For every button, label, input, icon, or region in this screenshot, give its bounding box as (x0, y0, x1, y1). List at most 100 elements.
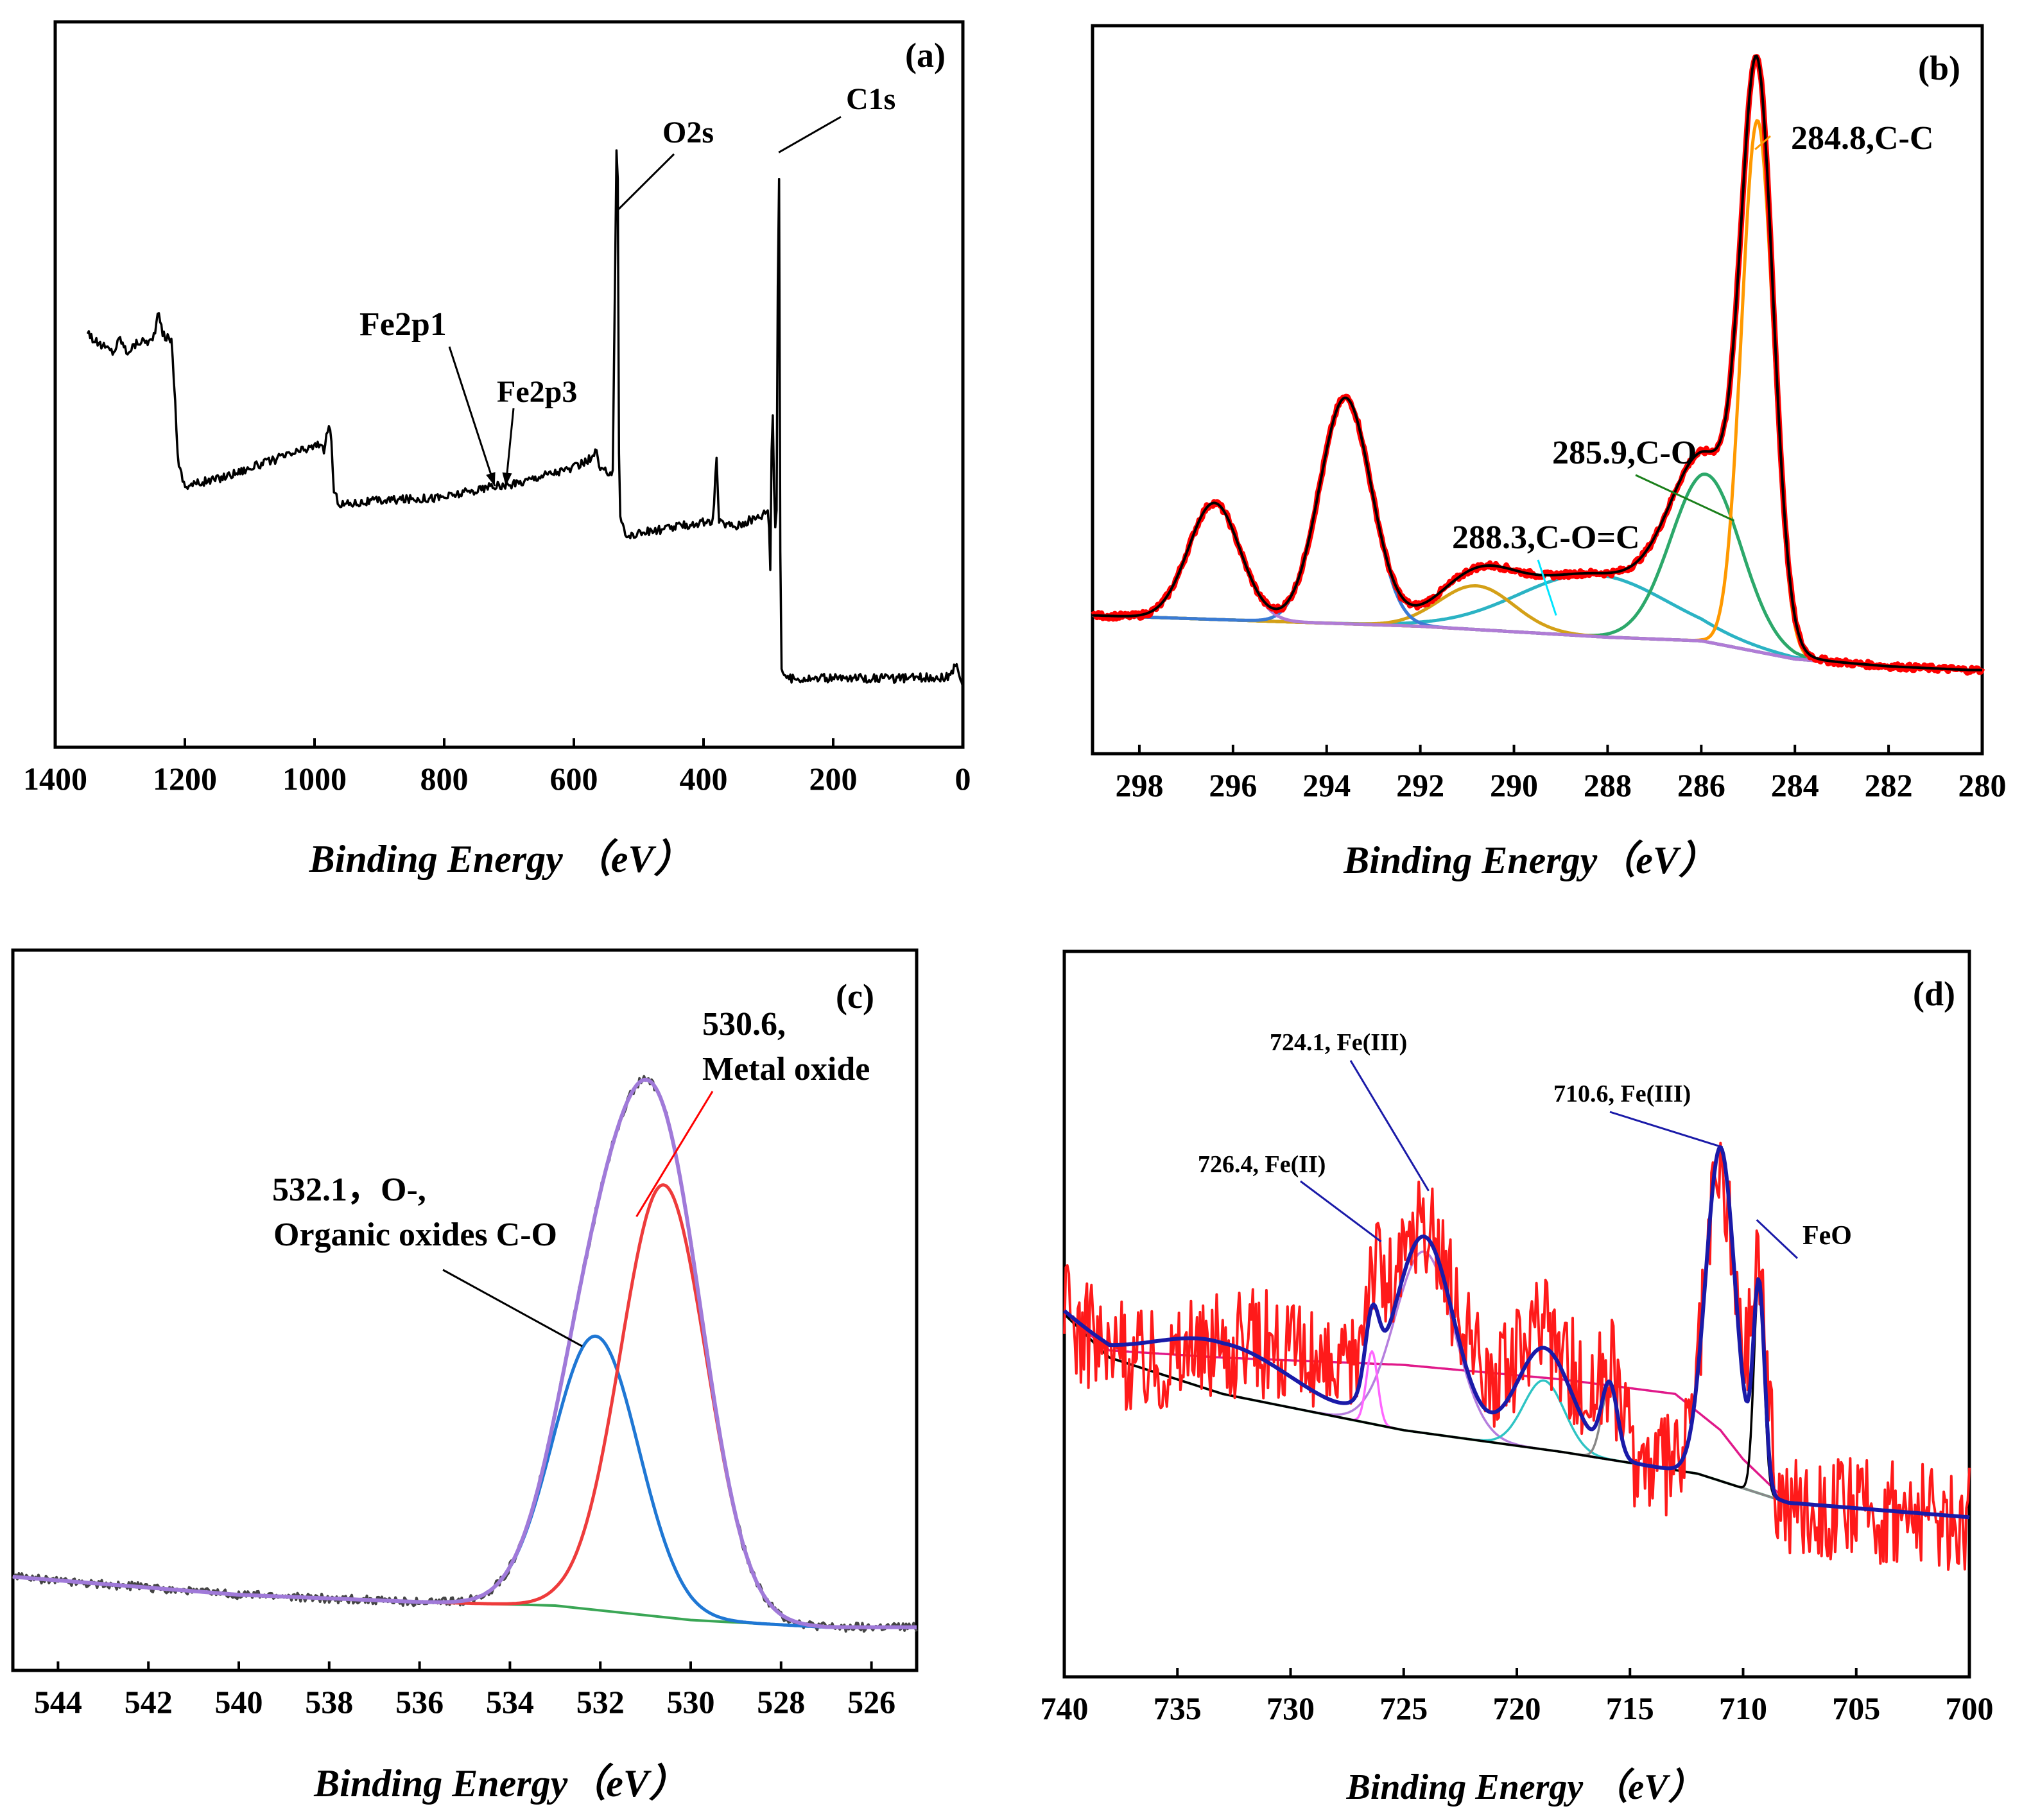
panel-a-frame (53, 20, 965, 749)
panel-b-tick-label: 280 (1958, 767, 2007, 803)
panel-a-tick-label: 400 (680, 761, 728, 797)
panel-a-tick-label: 0 (955, 761, 971, 797)
panel-d-tick-label: 725 (1379, 1690, 1428, 1726)
annotation-feo: FeO (1802, 1221, 1852, 1251)
panel-c-tick-label: 526 (847, 1684, 895, 1720)
panel-a-leader-line (778, 116, 842, 153)
annotation-metal-oxide-label: Metal oxide (702, 1051, 870, 1088)
panel-b-tick-label: 292 (1396, 767, 1444, 803)
panel-b-tick-label: 294 (1302, 767, 1351, 803)
panel-b-tick-label: 282 (1865, 767, 1913, 803)
panel-b-leaders (1537, 135, 1771, 616)
annotation-organic-oxide-value: 532.1，O-, (272, 1172, 426, 1208)
panel-b-tick-label: 284 (1771, 767, 1819, 803)
panel-d-leader-line (1756, 1219, 1799, 1260)
panel-d-tick-label: 720 (1493, 1690, 1541, 1726)
panel-c-tick-label: 530 (667, 1684, 715, 1720)
annotation-fe2p3: Fe2p3 (497, 375, 577, 409)
panel-b-series-fit-2 (1092, 472, 1983, 672)
panel-d-series-envelope-8 (1063, 1145, 1970, 1520)
panel-b-series-envelope-8 (1092, 55, 1982, 672)
panel-a-leaders (448, 116, 842, 487)
panel-b-leader-line (1537, 559, 1557, 616)
panel-b-xlabel: Binding Energy（eV） (1343, 839, 1717, 881)
panel-a-arrowhead (502, 472, 512, 487)
panel-a-arrowhead (486, 472, 496, 487)
panel-d-label: (d) (1913, 975, 1955, 1013)
panel-a-tick-label: 1400 (23, 761, 87, 797)
panel-c-series-data-1 (12, 1075, 918, 1633)
panel-c-frame (11, 948, 919, 1672)
panel-c-tick-label: 536 (395, 1684, 444, 1720)
panel-b-tick-label: 286 (1677, 767, 1725, 803)
panel-d-leaders (1300, 1060, 1799, 1260)
panel-d-series-data-7 (1063, 1141, 1971, 1571)
annotation-c1s: C1s (846, 82, 895, 116)
panel-d-tick-label: 740 (1041, 1690, 1089, 1726)
panel-d-xlabel: Binding Energy （eV） (1346, 1767, 1704, 1807)
panel-a-tick-label: 200 (809, 761, 858, 797)
annotation-c-o-c: 288.3,C-O=C (1452, 519, 1640, 556)
panel-c-leaders (442, 1091, 714, 1348)
panel-a-series-line-0 (86, 149, 964, 688)
panel-d-curves (1063, 1141, 1971, 1571)
panel-b-tick-label: 290 (1490, 767, 1538, 803)
panel-b-tick-label: 296 (1209, 767, 1257, 803)
panel-a-xlabel: Binding Energy （eV） (309, 838, 693, 880)
panel-d-leader-line (1609, 1111, 1724, 1148)
panel-d-tick-label: 735 (1154, 1690, 1202, 1726)
panel-b-curves (1091, 54, 1985, 676)
panel-c-series-fit-2 (12, 1334, 917, 1629)
annotation-fe2p1: Fe2p1 (359, 306, 447, 343)
annotation-metal-oxide-value: 530.6, (702, 1006, 786, 1043)
panel-a-tick-label: 800 (420, 761, 469, 797)
panel-d-tick-label: 715 (1606, 1690, 1654, 1726)
panel-d-tick-label: 710 (1719, 1690, 1767, 1726)
panel-c-curves (12, 1075, 918, 1633)
panel-a-survey: 1400 1200 1000 800 600 400 200 0 (a) O2s C1s Fe… (23, 20, 971, 880)
panel-c-tick-label: 540 (215, 1684, 263, 1720)
panel-a-tick-label: 1000 (282, 761, 347, 797)
panel-d-leader-line (1300, 1180, 1382, 1243)
panel-a-label: (a) (905, 36, 946, 74)
panel-c-tick-label: 532 (576, 1684, 625, 1720)
panel-a-leader-line (448, 346, 496, 487)
panel-c-ticks: 544 542 540 538 536 534 532 530 528 526 (34, 1661, 895, 1720)
panel-c-xlabel: Binding Energy（eV） (313, 1762, 687, 1805)
panel-c-tick-label: 538 (305, 1684, 353, 1720)
annotation-organic-oxide-label: Organic oxides C-O (273, 1217, 557, 1253)
panel-d-tick-label: 730 (1266, 1690, 1315, 1726)
panel-d-fe2p: 740 735 730 725 720 715 710 705 700 (d) 724.1, F… (1041, 949, 1994, 1807)
panel-c-leader-line (442, 1269, 583, 1348)
panel-a-tick-label: 600 (550, 761, 598, 797)
panel-b-leader-line (1754, 135, 1771, 150)
panel-c-leader-line (635, 1091, 714, 1217)
panel-d-tick-label: 705 (1832, 1690, 1880, 1726)
panel-d-leader-line (1349, 1060, 1430, 1192)
panel-a-ticks: 1400 1200 1000 800 600 400 200 0 (23, 738, 971, 797)
annotation-fe2-726: 726.4, Fe(II) (1198, 1151, 1326, 1178)
annotation-c-c: 284.8,C-C (1791, 120, 1933, 157)
panel-b-leader-line (1635, 474, 1735, 522)
panel-d-tick-label: 700 (1946, 1690, 1994, 1726)
panel-b-series-fit-4 (1092, 584, 1983, 672)
panel-a-tick-label: 1200 (153, 761, 217, 797)
panel-b-c1s: 298 296 294 292 290 288 286 284 282 280 (b) 284.8… (1091, 24, 2007, 881)
panel-b-frame (1091, 24, 1984, 756)
panel-c-o1s: 544 542 540 538 536 534 532 530 528 526 (c) 530.6… (11, 948, 919, 1805)
annotation-fe3-710: 710.6, Fe(III) (1553, 1080, 1691, 1107)
panel-b-tick-label: 288 (1584, 767, 1632, 803)
panel-a-leader-line (616, 153, 675, 211)
panel-d-ticks: 740 735 730 725 720 715 710 705 700 (1041, 1668, 1994, 1726)
panel-b-label: (b) (1918, 49, 1960, 87)
panel-c-label: (c) (836, 977, 874, 1016)
panel-c-tick-label: 534 (486, 1684, 534, 1720)
panel-c-series-envelope-4 (12, 1077, 917, 1629)
annotation-fe3-724: 724.1, Fe(III) (1270, 1029, 1407, 1056)
panel-b-ticks: 298 296 294 292 290 288 286 284 282 280 (1115, 745, 2007, 803)
panel-b-tick-label: 298 (1115, 767, 1163, 803)
panel-a-curves (86, 149, 964, 688)
annotation-c-o: 285.9,C-O (1552, 435, 1697, 471)
annotation-o2s: O2s (662, 116, 714, 150)
